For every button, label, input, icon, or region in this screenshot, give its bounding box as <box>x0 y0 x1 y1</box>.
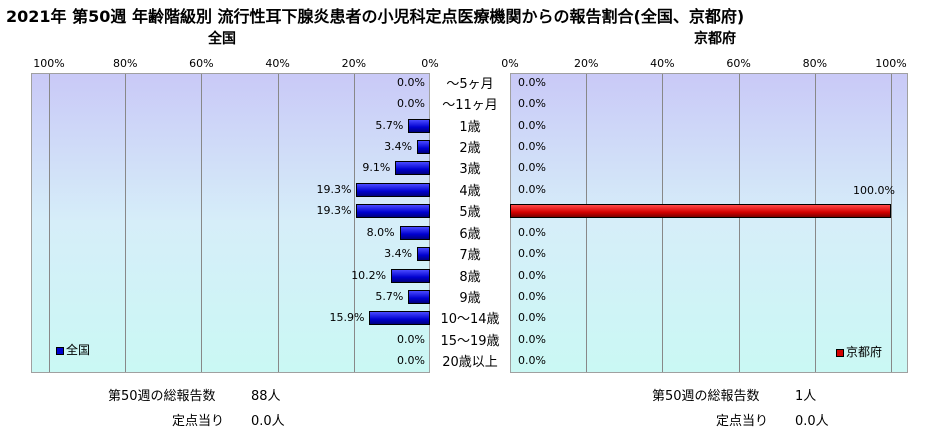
legend-swatch-zenkoku <box>56 346 64 355</box>
tick-label-kyoto-0: 0% <box>501 57 519 70</box>
footer-kyoto-per-value: 0.0人 <box>795 414 829 429</box>
value-label-kyoto-2: 0.0% <box>518 118 546 132</box>
tick-label-kyoto-4: 80% <box>802 57 828 70</box>
value-label-zenkoku-13: 0.0% <box>397 354 425 368</box>
tick-label-zenkoku-2: 60% <box>189 57 214 70</box>
gridline-zenkoku-2 <box>201 74 203 372</box>
value-label-zenkoku-11: 15.9% <box>329 311 365 325</box>
bar-zenkoku-10 <box>408 290 430 304</box>
tick-label-zenkoku-3: 40% <box>265 57 290 70</box>
legend-zenkoku: 全国 <box>56 343 90 357</box>
value-label-kyoto-11: 0.0% <box>518 311 546 325</box>
footer-kyoto-per-label: 定点当り <box>716 414 769 429</box>
tick-label-kyoto-3: 60% <box>726 57 751 70</box>
value-label-kyoto-12: 0.0% <box>518 332 546 346</box>
gridline-kyoto-2 <box>662 74 664 372</box>
legend-label-kyoto: 京都府 <box>846 345 883 359</box>
footer-kyoto-total-label: 第50週の総報告数 <box>652 389 760 404</box>
bar-zenkoku-4 <box>395 161 430 176</box>
category-label-6: 5歳 <box>459 205 481 221</box>
gridline-zenkoku-4 <box>353 74 355 372</box>
value-label-kyoto-0: 0.0% <box>518 75 546 89</box>
value-label-zenkoku-0: 0.0% <box>397 75 425 89</box>
value-label-zenkoku-2: 5.7% <box>375 118 404 132</box>
gridline-zenkoku-3 <box>277 74 279 372</box>
gridline-zenkoku-0 <box>49 74 50 372</box>
footer-kyoto-total-value: 1人 <box>795 389 817 404</box>
panel-title-kyoto: 京都府 <box>694 31 736 47</box>
bar-zenkoku-7 <box>399 225 430 240</box>
tick-label-zenkoku-0: 100% <box>33 57 65 70</box>
value-label-zenkoku-9: 10.2% <box>351 268 387 282</box>
category-label-3: 2歳 <box>459 141 481 156</box>
chart-title: 2021年 第50週 年齢階級別 流行性耳下腺炎患者の小児科定点医療機関からの報… <box>6 7 745 26</box>
gridline-kyoto-3 <box>738 74 740 372</box>
value-label-kyoto-1: 0.0% <box>518 97 546 111</box>
category-label-7: 6歳 <box>459 226 481 242</box>
footer-zenkoku-total-value: 88人 <box>251 389 281 404</box>
tick-label-zenkoku-5: 0% <box>421 57 439 70</box>
gridline-kyoto-1 <box>586 74 588 372</box>
value-label-kyoto-4: 0.0% <box>518 161 546 175</box>
footer-zenkoku-total-label: 第50週の総報告数 <box>108 389 216 404</box>
value-label-zenkoku-4: 9.1% <box>362 161 391 175</box>
value-label-kyoto-6: 100.0% <box>853 184 895 198</box>
bar-zenkoku-8 <box>417 247 430 262</box>
bar-zenkoku-5 <box>356 182 430 197</box>
category-label-2: 1歳 <box>459 119 481 135</box>
category-label-11: 10～14歳 <box>440 312 500 328</box>
value-label-kyoto-7: 0.0% <box>518 225 546 239</box>
value-label-zenkoku-8: 3.4% <box>384 247 413 261</box>
category-label-10: 9歳 <box>459 291 481 306</box>
value-label-kyoto-13: 0.0% <box>518 354 546 368</box>
tick-label-kyoto-1: 20% <box>573 57 599 70</box>
value-label-zenkoku-5: 19.3% <box>316 182 352 196</box>
value-label-zenkoku-3: 3.4% <box>384 140 413 153</box>
tick-label-zenkoku-4: 20% <box>341 57 367 70</box>
bar-kyoto-6 <box>510 204 891 219</box>
tick-label-kyoto-5: 100% <box>875 57 907 70</box>
bar-zenkoku-2 <box>408 118 430 133</box>
panel-title-zenkoku: 全国 <box>208 31 236 47</box>
bar-zenkoku-6 <box>356 204 430 219</box>
value-label-kyoto-10: 0.0% <box>518 290 546 303</box>
value-label-kyoto-9: 0.0% <box>518 268 546 282</box>
value-label-kyoto-8: 0.0% <box>518 247 546 261</box>
category-label-13: 20歳以上 <box>442 355 498 371</box>
footer-zenkoku-per-label: 定点当り <box>172 414 225 429</box>
bar-zenkoku-3 <box>417 140 430 154</box>
category-label-5: 4歳 <box>459 183 481 199</box>
legend-swatch-kyoto <box>836 348 844 357</box>
category-label-0: ～5ヶ月 <box>446 76 494 92</box>
category-label-4: 3歳 <box>459 162 481 178</box>
gridline-kyoto-4 <box>814 74 816 372</box>
category-label-8: 7歳 <box>459 248 481 264</box>
bar-zenkoku-11 <box>369 311 430 326</box>
category-label-12: 15～19歳 <box>440 333 500 349</box>
tick-label-kyoto-2: 40% <box>650 57 675 70</box>
gridline-zenkoku-1 <box>125 74 127 372</box>
category-label-1: ～11ヶ月 <box>442 98 498 114</box>
value-label-zenkoku-12: 0.0% <box>397 332 425 346</box>
category-label-9: 8歳 <box>459 269 481 285</box>
plot-area-kyoto <box>510 73 908 373</box>
tick-label-zenkoku-1: 80% <box>112 57 138 70</box>
value-label-zenkoku-7: 8.0% <box>366 225 395 239</box>
footer-zenkoku-per-value: 0.0人 <box>251 414 285 429</box>
legend-kyoto: 京都府 <box>836 345 882 359</box>
bar-zenkoku-9 <box>391 268 430 283</box>
value-label-zenkoku-1: 0.0% <box>397 97 425 111</box>
value-label-kyoto-3: 0.0% <box>518 140 546 153</box>
plot-area-zenkoku <box>31 73 430 373</box>
value-label-zenkoku-6: 19.3% <box>316 204 352 218</box>
value-label-zenkoku-10: 5.7% <box>375 290 404 303</box>
value-label-kyoto-5: 0.0% <box>518 182 546 196</box>
gridline-kyoto-5 <box>891 74 892 372</box>
legend-label-zenkoku: 全国 <box>66 343 91 357</box>
